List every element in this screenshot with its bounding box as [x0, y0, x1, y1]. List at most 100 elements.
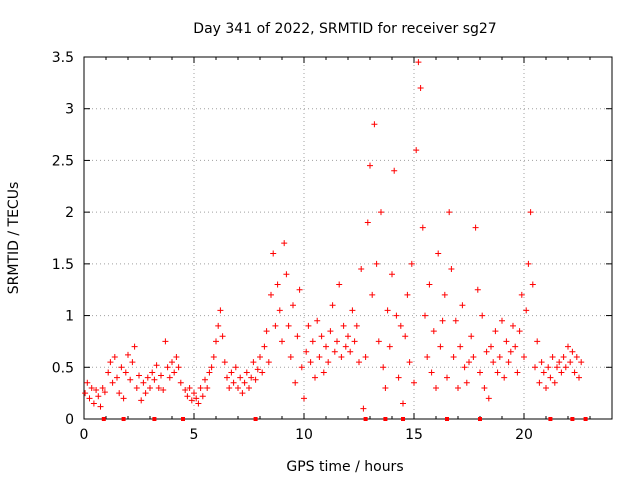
- data-point: [466, 359, 472, 366]
- data-point: [268, 291, 274, 298]
- data-point: [184, 393, 191, 400]
- y-tick-label: 0: [65, 412, 74, 428]
- data-point: [411, 379, 417, 386]
- data-point: [547, 374, 554, 381]
- data-point: [215, 322, 222, 329]
- data-point: [303, 348, 310, 355]
- data-point: [446, 209, 453, 216]
- data-point: [501, 374, 508, 381]
- data-point: [259, 369, 266, 376]
- data-point: [151, 376, 158, 383]
- data-point: [463, 379, 470, 386]
- data-point: [195, 400, 202, 407]
- data-point: [136, 372, 142, 379]
- data-point: [279, 338, 285, 345]
- data-point: [292, 379, 299, 386]
- data-point: [246, 384, 252, 391]
- data-point: [349, 307, 356, 314]
- data-point: [127, 376, 134, 383]
- data-point: [309, 338, 316, 345]
- data-point: [558, 369, 565, 376]
- data-point: [327, 328, 334, 335]
- data-point: [138, 397, 145, 404]
- x-tick-label: 10: [295, 427, 313, 443]
- data-point: [118, 364, 125, 371]
- data-point: [364, 219, 371, 226]
- data-point: [173, 353, 180, 360]
- data-point: [433, 384, 439, 391]
- data-point: [422, 312, 428, 319]
- data-point: [448, 266, 455, 273]
- data-point: [144, 374, 151, 381]
- data-point: [111, 353, 118, 360]
- data-point: [325, 359, 332, 366]
- data-point: [177, 379, 184, 386]
- data-point: [283, 271, 290, 278]
- data-point: [510, 322, 516, 329]
- data-point: [567, 359, 574, 366]
- data-point: [461, 364, 468, 371]
- data-point: [305, 322, 312, 329]
- data-point: [499, 317, 505, 324]
- data-point: [230, 379, 237, 386]
- zero-marker: [478, 417, 482, 421]
- data-point: [166, 374, 173, 381]
- data-point: [358, 266, 365, 273]
- data-point: [331, 348, 338, 355]
- data-point: [82, 390, 89, 397]
- data-point: [525, 260, 532, 267]
- data-point: [397, 322, 404, 329]
- data-point: [133, 384, 140, 391]
- data-point: [549, 353, 556, 360]
- data-point: [140, 379, 147, 386]
- data-point: [90, 400, 97, 407]
- zero-marker: [181, 417, 185, 421]
- data-point: [494, 369, 501, 376]
- data-point: [287, 353, 294, 360]
- data-point: [164, 364, 171, 371]
- data-point: [569, 348, 576, 355]
- zero-marker: [570, 417, 575, 421]
- data-point: [290, 302, 296, 309]
- data-point: [340, 322, 347, 329]
- data-point: [391, 167, 398, 174]
- data-point: [437, 343, 444, 350]
- data-point: [345, 333, 351, 340]
- data-point: [419, 224, 426, 231]
- data-point: [122, 369, 129, 376]
- data-point: [503, 338, 510, 345]
- data-point: [450, 353, 457, 360]
- data-point: [404, 291, 411, 298]
- data-point: [490, 359, 497, 366]
- data-point: [182, 387, 189, 394]
- data-point: [95, 393, 102, 400]
- data-point: [84, 379, 91, 386]
- data-point: [202, 376, 208, 383]
- data-point: [428, 369, 435, 376]
- data-point: [459, 302, 466, 309]
- data-point: [362, 353, 369, 360]
- data-point: [248, 374, 255, 381]
- zero-markers: [101, 417, 588, 421]
- data-point: [88, 384, 95, 391]
- data-point: [329, 302, 336, 309]
- data-point: [523, 307, 530, 314]
- data-point: [312, 374, 318, 381]
- zero-marker: [401, 417, 405, 421]
- data-point: [191, 390, 197, 397]
- data-point: [237, 374, 244, 381]
- data-point: [455, 384, 461, 391]
- data-point: [556, 359, 563, 366]
- data-point: [175, 364, 182, 371]
- data-point: [347, 348, 354, 355]
- data-point: [424, 353, 431, 360]
- data-point: [105, 369, 112, 376]
- data-point: [320, 369, 327, 376]
- data-point: [188, 397, 195, 404]
- data-point: [472, 224, 479, 231]
- data-point: [338, 353, 345, 360]
- y-tick-label: 3: [65, 102, 74, 118]
- data-point: [545, 364, 552, 371]
- data-point: [505, 359, 512, 366]
- zero-marker: [363, 417, 368, 421]
